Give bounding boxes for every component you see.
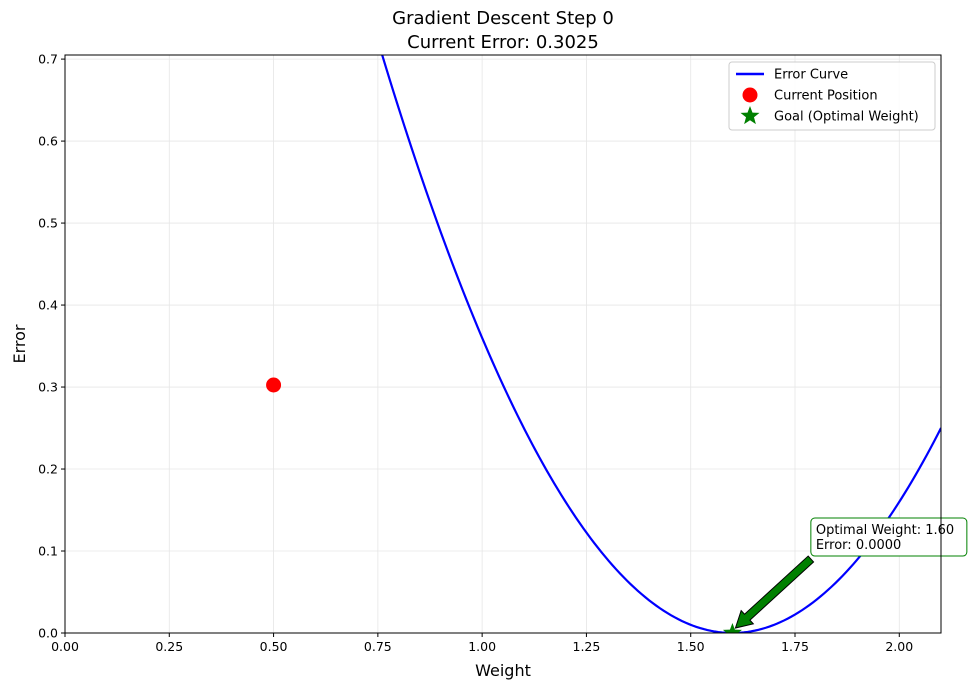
y-axis-ticks: 0.0 0.1 0.2 0.3 0.4 0.5 0.6 0.7 — [38, 52, 65, 641]
y-tick-label: 0.4 — [38, 298, 58, 313]
x-tick-label: 1.75 — [781, 639, 809, 654]
curve-layer — [381, 55, 941, 633]
legend-goal-star-icon — [740, 106, 760, 125]
y-tick-label: 0.1 — [38, 544, 58, 559]
y-tick-label: 0.3 — [38, 380, 58, 395]
legend-goal-label: Goal (Optimal Weight) — [774, 110, 919, 125]
chart-title-line2: Current Error: 0.3025 — [407, 32, 599, 53]
x-tick-label: 2.00 — [885, 639, 913, 654]
legend-current-label: Current Position — [774, 89, 878, 104]
x-tick-label: 0.25 — [155, 639, 183, 654]
legend: Error Curve Current Position Goal (Optim… — [728, 61, 936, 131]
annotation-layer: Optimal Weight: 1.60 Error: 0.0000 — [734, 517, 968, 629]
annotation-box — [810, 517, 968, 557]
annotation-text-error: Error: 0.0000 — [816, 538, 901, 553]
x-tick-label: 0.00 — [51, 639, 79, 654]
y-tick-label: 0.0 — [38, 626, 58, 641]
legend-current-swatch — [742, 87, 758, 103]
current-position-point — [266, 377, 282, 393]
x-tick-label: 0.50 — [260, 639, 288, 654]
legend-curve-label: Error Curve — [774, 68, 848, 83]
y-tick-label: 0.6 — [38, 134, 58, 149]
y-axis-label: Error — [10, 324, 29, 363]
y-tick-label: 0.2 — [38, 462, 58, 477]
annotation-arrow — [734, 555, 815, 629]
x-tick-label: 1.50 — [677, 639, 705, 654]
points-layer — [266, 377, 742, 633]
goal-star-marker — [722, 623, 742, 633]
x-tick-label: 1.00 — [468, 639, 496, 654]
x-axis-label: Weight — [475, 661, 531, 680]
error-curve-line — [381, 55, 941, 633]
legend-frame — [728, 61, 936, 131]
plot-frame — [64, 54, 942, 634]
y-tick-label: 0.5 — [38, 216, 58, 231]
annotation-text-weight: Optimal Weight: 1.60 — [816, 523, 954, 538]
chart-title-line1: Gradient Descent Step 0 — [392, 8, 614, 29]
x-tick-label: 1.25 — [573, 639, 601, 654]
y-tick-label: 0.7 — [38, 52, 58, 67]
x-axis-ticks: 0.00 0.25 0.50 0.75 1.00 1.25 1.50 1.75 2.00 — [51, 633, 913, 654]
x-tick-label: 0.75 — [364, 639, 392, 654]
